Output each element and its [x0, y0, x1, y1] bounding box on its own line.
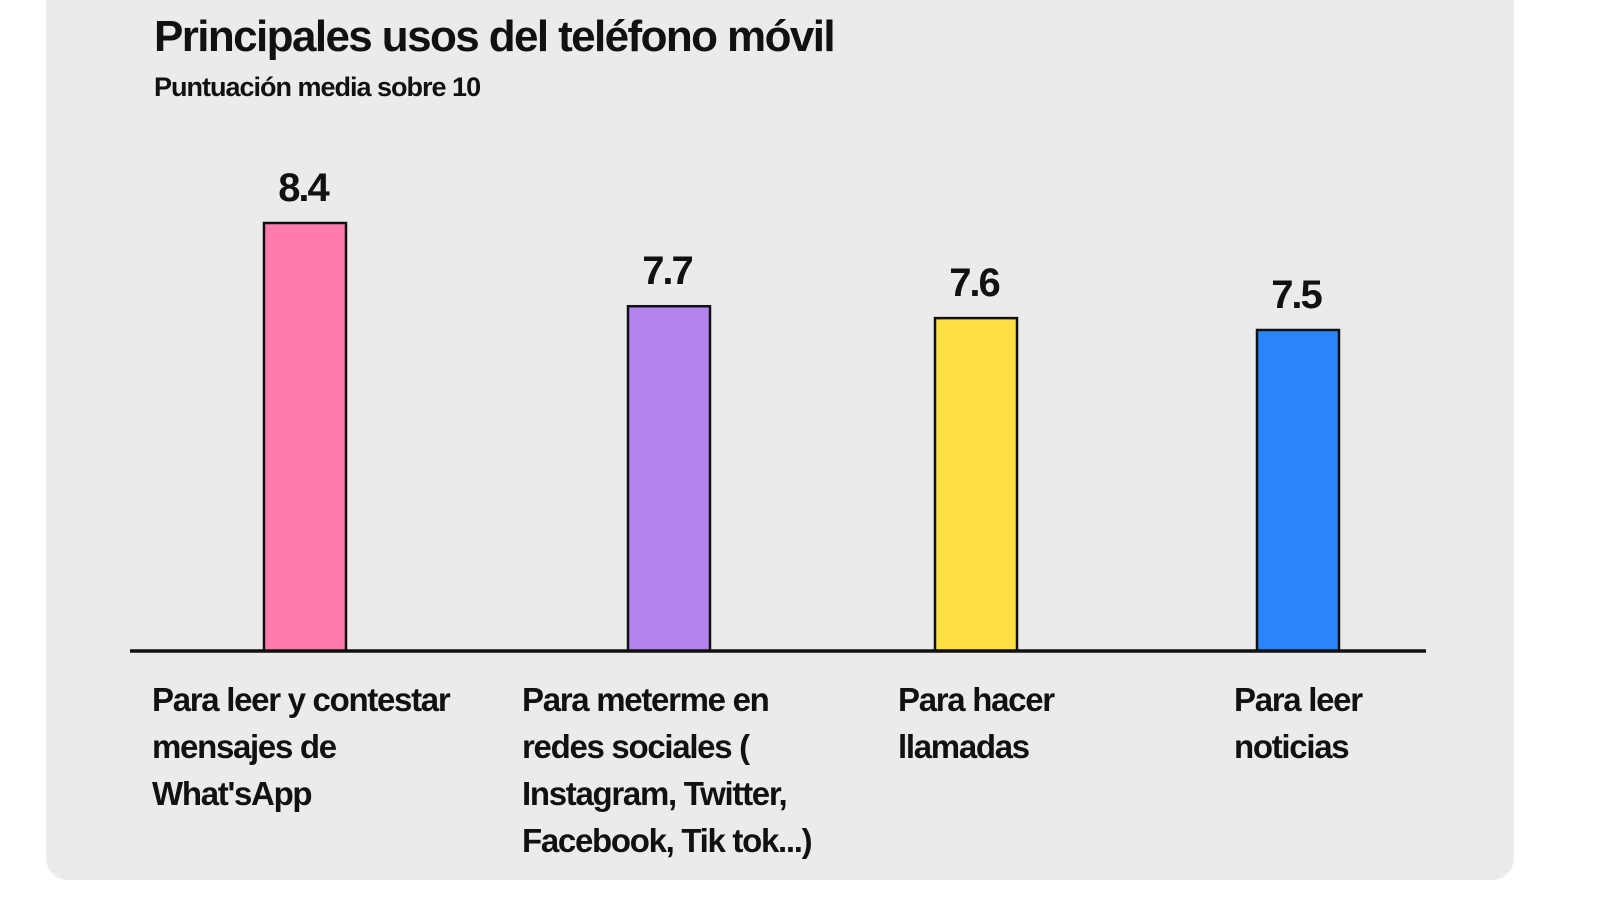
data-label-2: 7.6: [949, 261, 999, 305]
chart-subtitle: Puntuación media sobre 10: [154, 72, 481, 102]
x-tick-label-line: mensajes de: [152, 728, 337, 765]
bar-2: [933, 316, 1019, 653]
x-tick-label-line: Facebook, Tik tok...): [522, 822, 813, 859]
x-tick-label-line: Para leer: [1234, 681, 1363, 718]
chart-title: Principales usos del teléfono móvil: [154, 12, 836, 61]
x-tick-label-line: Para hacer: [898, 681, 1055, 718]
x-tick-label-2: Para hacer llamadas: [898, 676, 1055, 770]
x-tick-label-line: redes sociales (: [522, 728, 750, 765]
data-label-0: 8.4: [278, 166, 330, 210]
x-tick-label-1: Para meterme en redes sociales ( Instagram…: [522, 676, 813, 864]
x-tick-label-line: Para meterme en: [522, 681, 770, 718]
data-label-3: 7.5: [1271, 273, 1322, 317]
x-tick-label-line: What'sApp: [152, 775, 313, 812]
x-tick-label-line: llamadas: [898, 728, 1030, 765]
x-tick-label-line: Instagram, Twitter,: [522, 775, 788, 812]
x-tick-label-line: noticias: [1234, 728, 1350, 765]
x-tick-label-0: Para leer y contestar mensajes de What'sAp…: [152, 676, 451, 817]
x-tick-label-line: Para leer y contestar: [152, 681, 451, 718]
x-tick-label-3: Para leer noticias: [1234, 676, 1363, 770]
data-label-1: 7.7: [642, 249, 692, 293]
bar-3: [1255, 328, 1341, 653]
bar-1: [626, 304, 712, 653]
bar-0: [262, 221, 348, 653]
